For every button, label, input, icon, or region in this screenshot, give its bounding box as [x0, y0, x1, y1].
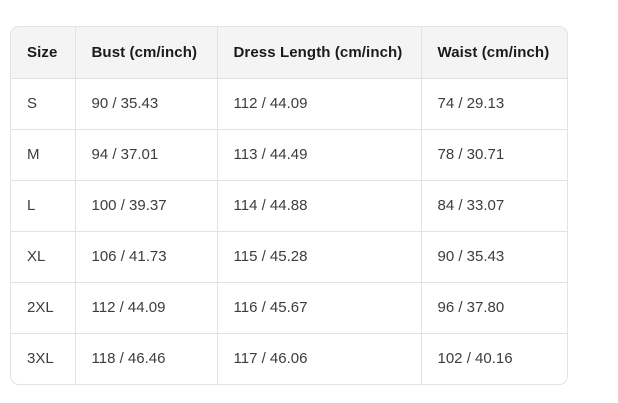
- column-header-waist: Waist (cm/inch): [421, 27, 567, 79]
- table-row: M 94 / 37.01 113 / 44.49 78 / 30.71: [11, 129, 567, 181]
- table-row: L 100 / 39.37 114 / 44.88 84 / 33.07: [11, 180, 567, 232]
- size-chart-table: Size Bust (cm/inch) Dress Length (cm/inc…: [11, 27, 567, 384]
- dress-length-cell: 112 / 44.09: [217, 78, 422, 130]
- waist-cell: 90 / 35.43: [421, 231, 567, 283]
- size-chart-body: S 90 / 35.43 112 / 44.09 74 / 29.13 M 94 / 37…: [11, 78, 567, 384]
- bust-cell: 90 / 35.43: [75, 78, 218, 130]
- size-cell: S: [11, 78, 76, 130]
- dress-length-cell: 113 / 44.49: [217, 129, 422, 181]
- bust-cell: 118 / 46.46: [75, 333, 218, 384]
- dress-length-cell: 117 / 46.06: [217, 333, 422, 384]
- waist-cell: 74 / 29.13: [421, 78, 567, 130]
- header-row: Size Bust (cm/inch) Dress Length (cm/inc…: [11, 27, 567, 79]
- table-row: S 90 / 35.43 112 / 44.09 74 / 29.13: [11, 78, 567, 130]
- table-row: 3XL 118 / 46.46 117 / 46.06 102 / 40.16: [11, 333, 567, 384]
- dress-length-cell: 116 / 45.67: [217, 282, 422, 334]
- waist-cell: 78 / 30.71: [421, 129, 567, 181]
- size-chart-container: Size Bust (cm/inch) Dress Length (cm/inc…: [10, 26, 568, 385]
- column-header-size: Size: [11, 27, 76, 79]
- dress-length-cell: 114 / 44.88: [217, 180, 422, 232]
- table-row: 2XL 112 / 44.09 116 / 45.67 96 / 37.80: [11, 282, 567, 334]
- column-header-bust: Bust (cm/inch): [75, 27, 218, 79]
- size-cell: 2XL: [11, 282, 76, 334]
- size-cell: XL: [11, 231, 76, 283]
- waist-cell: 84 / 33.07: [421, 180, 567, 232]
- bust-cell: 106 / 41.73: [75, 231, 218, 283]
- waist-cell: 102 / 40.16: [421, 333, 567, 384]
- waist-cell: 96 / 37.80: [421, 282, 567, 334]
- bust-cell: 100 / 39.37: [75, 180, 218, 232]
- size-cell: 3XL: [11, 333, 76, 384]
- dress-length-cell: 115 / 45.28: [217, 231, 422, 283]
- size-cell: L: [11, 180, 76, 232]
- bust-cell: 112 / 44.09: [75, 282, 218, 334]
- bust-cell: 94 / 37.01: [75, 129, 218, 181]
- table-row: XL 106 / 41.73 115 / 45.28 90 / 35.43: [11, 231, 567, 283]
- column-header-dress-length: Dress Length (cm/inch): [217, 27, 422, 79]
- size-cell: M: [11, 129, 76, 181]
